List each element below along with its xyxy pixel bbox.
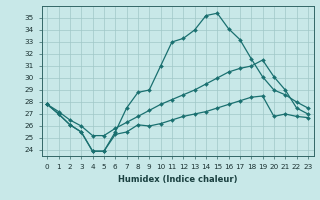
- X-axis label: Humidex (Indice chaleur): Humidex (Indice chaleur): [118, 175, 237, 184]
